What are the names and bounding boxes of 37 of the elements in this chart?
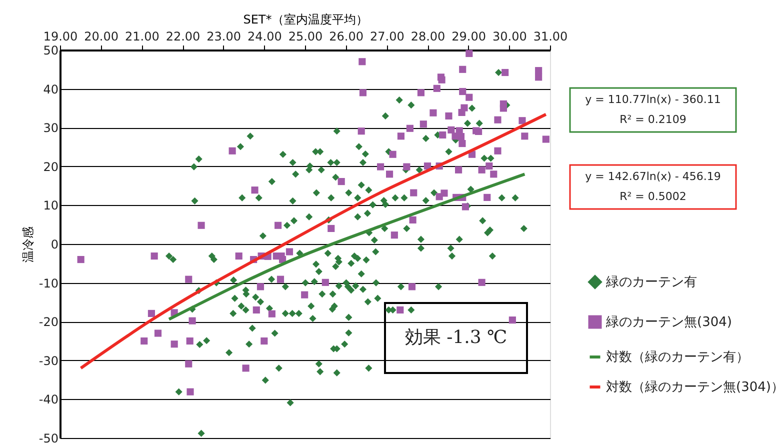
text: y = 110.77ln(x) - 360.11 xyxy=(585,93,721,106)
legend-label: 対数（緑のカーテン有） xyxy=(606,349,749,365)
x-axis-title: SET*（室内温度平均） xyxy=(243,12,368,26)
legend-label: 緑のカーテン無(304) xyxy=(605,315,732,330)
y-tick-label: 20 xyxy=(43,160,58,174)
x-tick-label: 25.00 xyxy=(288,30,323,44)
x-tick-label: 19.00 xyxy=(43,30,78,44)
text: R² = 0.2109 xyxy=(620,113,686,126)
x-tick-label: 31.00 xyxy=(533,30,568,44)
x-tick-label: 29.00 xyxy=(452,30,486,44)
x-tick-label: 24.00 xyxy=(247,30,282,44)
x-tick-label: 28.00 xyxy=(410,30,446,44)
x-tick-label: 30.00 xyxy=(492,30,527,44)
y-tick-label: -10 xyxy=(38,276,58,290)
x-tick-label: 22.00 xyxy=(166,30,200,44)
y-tick-label: 30 xyxy=(43,121,58,136)
text: y = 142.67ln(x) - 456.19 xyxy=(585,170,721,183)
y-tick-label: -30 xyxy=(38,354,58,368)
x-tick-label: 23.00 xyxy=(206,30,242,44)
y-axis-title: 温冷感 xyxy=(20,226,35,262)
text: R² = 0.5002 xyxy=(620,190,686,203)
x-tick-label: 26.00 xyxy=(329,30,364,44)
y-tick-label: -50 xyxy=(38,432,58,446)
line-series xyxy=(168,172,526,321)
y-tick-label: 50 xyxy=(43,44,58,58)
x-tick-label: 21.00 xyxy=(124,30,160,44)
legend-label: 緑のカーテン有 xyxy=(605,275,697,290)
y-tick-label: 0 xyxy=(50,238,58,252)
line-series xyxy=(79,112,548,370)
x-tick-label: 20.00 xyxy=(84,30,119,44)
annotation: 効果 -1.3 ℃ xyxy=(404,327,508,348)
y-tick-label: -40 xyxy=(38,392,58,407)
legend-label: 対数（緑のカーテン無(304)） xyxy=(606,379,780,395)
y-tick-label: -20 xyxy=(38,315,58,330)
y-tick-label: 10 xyxy=(43,198,58,213)
y-tick-label: 40 xyxy=(43,82,58,96)
x-tick-label: 27.00 xyxy=(370,30,404,44)
